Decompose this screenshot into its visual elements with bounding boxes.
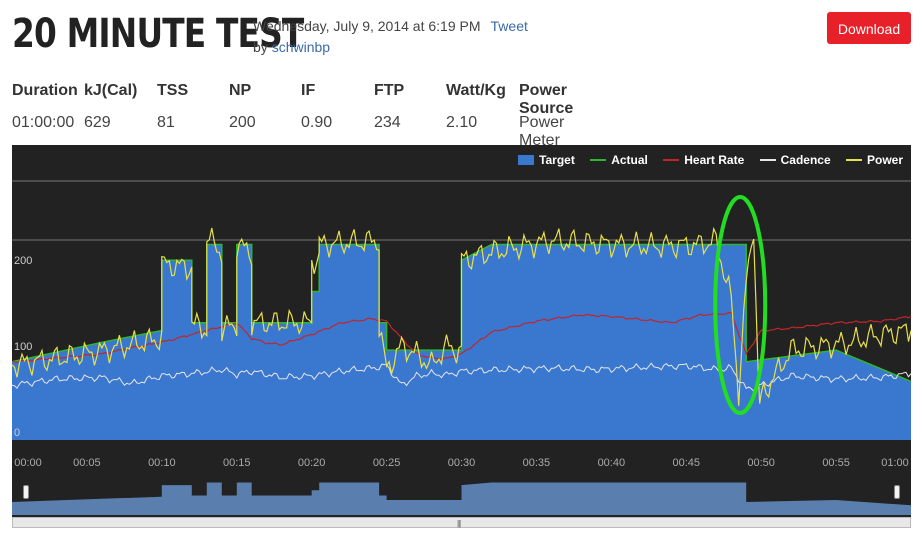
by-label: by: [253, 39, 272, 55]
heart-rate-line: [12, 311, 911, 364]
y-tick-label: 100: [14, 341, 33, 353]
navigator-svg: [12, 482, 911, 515]
x-tick-label: 00:00: [14, 457, 42, 469]
navigator-left-handle[interactable]: [23, 485, 29, 499]
target-swatch: [518, 155, 535, 165]
actual-swatch: [590, 159, 607, 161]
annotation-ellipse: [713, 195, 768, 415]
x-tick-label: 00:55: [822, 457, 850, 469]
x-tick-label: 00:45: [672, 457, 701, 469]
author-link[interactable]: schwinbp: [271, 39, 331, 55]
stat-kj: 629: [84, 114, 111, 131]
page-title: 20 MINUTE TEST: [12, 11, 304, 57]
legend-item-heart-rate[interactable]: Heart Rate: [663, 153, 744, 167]
stat-duration: 01:00:00: [12, 114, 75, 131]
stat-header-if: IF: [301, 82, 316, 99]
stat-header-np: NP: [229, 82, 252, 99]
navigator-area: [12, 482, 911, 515]
workout-chart[interactable]: Target Actual Heart Rate Cadence Power 2…: [12, 145, 911, 445]
y-tick-label: 200: [14, 255, 33, 267]
download-button[interactable]: Download: [827, 12, 911, 44]
navigator-right-handle[interactable]: [894, 485, 900, 499]
legend-item-target[interactable]: Target: [518, 153, 575, 167]
power-line: [12, 226, 911, 406]
x-tick-label: 00:05: [73, 457, 101, 469]
stat-np: 200: [229, 114, 256, 131]
stat-header-duration: Duration: [12, 82, 78, 99]
x-tick-label: 00:40: [597, 457, 626, 469]
stat-wattkg: 2.10: [446, 114, 478, 131]
stat-if: 0.90: [301, 114, 333, 131]
stat-header-power-source: Power Source: [519, 82, 574, 117]
chart-svg: [12, 180, 911, 440]
stat-ftp: 234: [374, 114, 401, 131]
navigator[interactable]: [12, 480, 911, 517]
x-axis: 00:00 00:05 00:10 00:15 00:20 00:25 00:30 00:35…: [12, 445, 911, 480]
x-tick-label: 00:25: [372, 457, 401, 469]
stat-tss: 81: [157, 114, 175, 131]
legend-item-actual[interactable]: Actual: [590, 153, 648, 167]
x-tick-label: 00:15: [222, 457, 251, 469]
x-tick-label: 00:50: [747, 457, 775, 469]
chart-legend: Target Actual Heart Rate Cadence Power: [506, 153, 903, 167]
cadence-swatch: [759, 159, 776, 161]
y-tick-label: 0: [14, 427, 21, 439]
power-swatch: [845, 159, 862, 161]
scrollbar-grip-icon[interactable]: |||: [457, 519, 461, 528]
heart-rate-swatch: [663, 159, 680, 161]
stat-header-kj: kJ(Cal): [84, 82, 138, 99]
stat-header-tss: TSS: [157, 82, 189, 99]
workout-date: Wednesday, July 9, 2014 at 6:19 PM: [253, 18, 481, 34]
legend-item-power[interactable]: Power: [845, 153, 903, 167]
stat-header-wattkg: Watt/Kg: [446, 82, 506, 99]
legend-item-cadence[interactable]: Cadence: [759, 153, 831, 167]
stat-header-ftp: FTP: [374, 82, 405, 99]
x-tick-label: 00:30: [447, 457, 476, 469]
tweet-link[interactable]: Tweet: [490, 18, 528, 34]
x-tick-label: 00:35: [522, 457, 551, 469]
navigator-scrollbar[interactable]: |||: [12, 517, 911, 528]
x-tick-label: 00:20: [297, 457, 326, 469]
cadence-line: [12, 362, 911, 392]
x-tick-label: 00:10: [148, 457, 176, 469]
x-tick-label: 01:00: [881, 457, 909, 469]
workout-meta: Wednesday, July 9, 2014 at 6:19 PM Tweet …: [253, 16, 528, 58]
